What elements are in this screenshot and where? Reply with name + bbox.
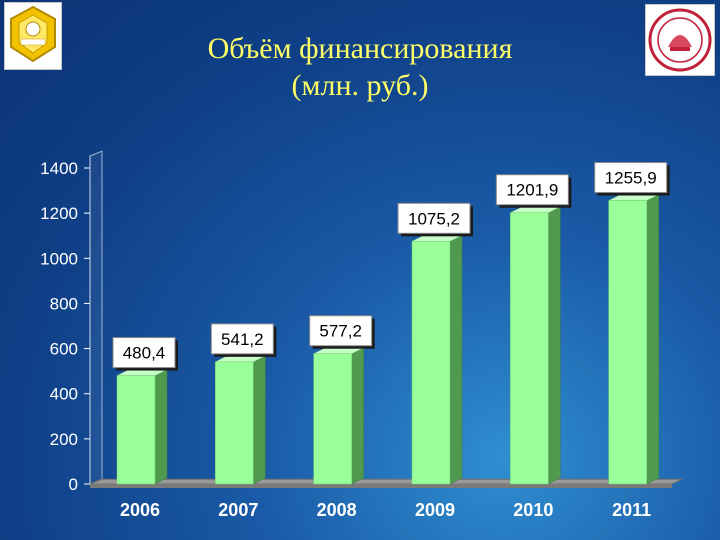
x-tick-label: 2007 (218, 500, 258, 520)
bar-side (646, 194, 659, 485)
x-tick-label: 2006 (120, 500, 160, 520)
y-tick-label: 800 (50, 294, 78, 313)
data-label: 1255,9 (605, 169, 657, 188)
university-logo (645, 4, 715, 76)
bar (313, 353, 352, 485)
chart-title-line-1: Объём финансирования (207, 32, 513, 65)
bar-side (548, 206, 561, 485)
y-tick-label: 600 (50, 340, 78, 359)
x-tick-label: 2010 (513, 500, 553, 520)
bar (215, 361, 254, 485)
bar (411, 241, 451, 485)
bar (510, 212, 549, 485)
y-tick-label: 1400 (40, 159, 78, 178)
x-tick-label: 2011 (612, 500, 651, 520)
y-tick-label: 200 (50, 430, 78, 449)
data-label-box (112, 337, 176, 369)
bar-side (154, 369, 168, 485)
data-label-box (309, 315, 373, 347)
bar-side (253, 355, 266, 485)
chart-floor-edge (90, 484, 672, 488)
data-label: 1075,2 (408, 209, 460, 228)
data-label: 577,2 (319, 322, 362, 341)
data-label-box (495, 174, 569, 206)
bar-side (351, 347, 364, 485)
y-tick-label: 1000 (40, 249, 78, 268)
x-tick-label: 2009 (415, 500, 455, 520)
chart-title: Объём финансирования (млн. руб.) (100, 30, 620, 104)
y-tick-label: 1200 (40, 204, 78, 223)
data-label: 480,4 (123, 344, 166, 363)
y-tick-label: 400 (50, 385, 78, 404)
chart-floor (89, 478, 683, 485)
data-label-box (594, 162, 668, 194)
quality-award-logo (4, 2, 62, 70)
bar (608, 200, 647, 485)
bar-side (449, 234, 463, 485)
award-badge-icon (10, 5, 56, 63)
university-seal-icon (648, 8, 712, 72)
data-label-box (397, 202, 471, 234)
data-label: 541,2 (221, 330, 264, 349)
data-label-box (210, 323, 274, 355)
y-tick-label: 0 (69, 475, 78, 494)
bar (116, 375, 156, 485)
data-label: 1201,9 (506, 181, 558, 200)
axis-wall (89, 150, 103, 485)
chart-title-line-2: (млн. руб.) (291, 69, 429, 102)
x-tick-label: 2008 (317, 500, 357, 520)
